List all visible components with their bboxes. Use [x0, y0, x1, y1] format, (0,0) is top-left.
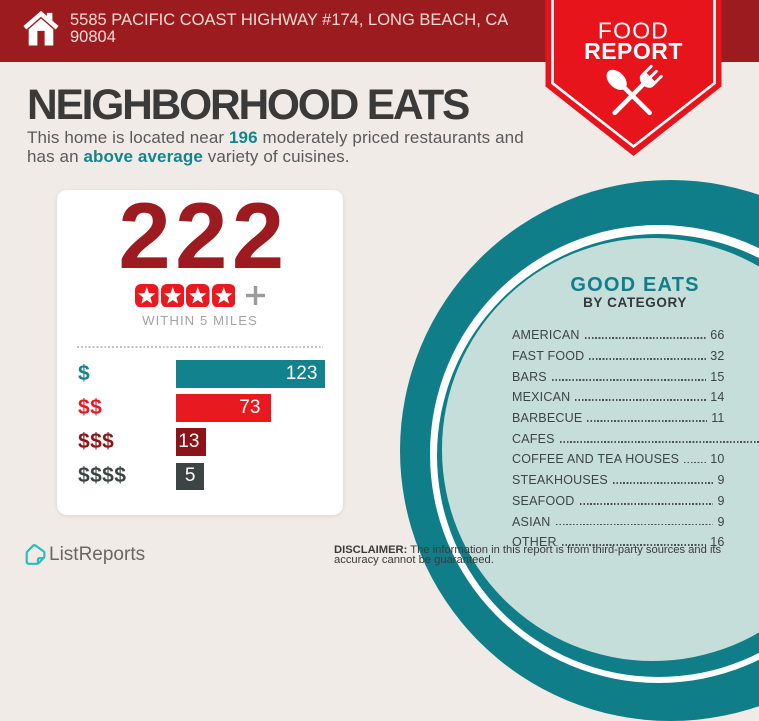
svg-text:REPORT: REPORT	[584, 38, 683, 64]
svg-text:FOOD: FOOD	[598, 17, 669, 43]
